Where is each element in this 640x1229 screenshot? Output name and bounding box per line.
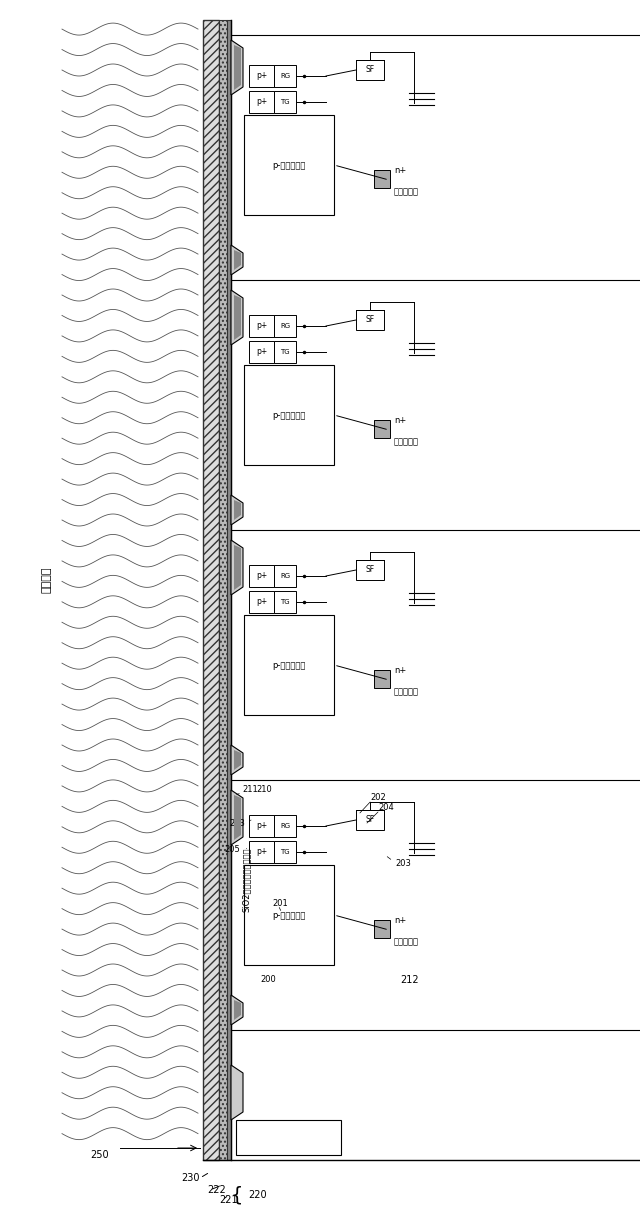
Text: 204: 204: [378, 803, 394, 811]
Bar: [236, 1120, 341, 1155]
Bar: [249, 591, 274, 613]
Polygon shape: [231, 245, 243, 275]
Text: 213: 213: [229, 819, 245, 827]
Text: 250: 250: [91, 1150, 109, 1160]
Bar: [244, 116, 334, 215]
Bar: [244, 614, 334, 715]
Bar: [374, 420, 390, 438]
Text: 210: 210: [256, 785, 272, 794]
Bar: [356, 810, 384, 830]
Text: 205: 205: [224, 846, 240, 854]
Text: ピニング層: ピニング層: [394, 438, 419, 446]
Text: SF: SF: [365, 565, 374, 574]
Polygon shape: [231, 495, 243, 525]
Text: RG: RG: [280, 823, 290, 830]
Polygon shape: [231, 745, 243, 775]
Text: p-ダイオード: p-ダイオード: [272, 660, 306, 670]
Text: 211: 211: [242, 785, 258, 794]
Text: SiO2又はその他の誘電体: SiO2又はその他の誘電体: [242, 848, 251, 912]
Bar: [274, 815, 296, 837]
Text: n+: n+: [394, 166, 406, 175]
Bar: [227, 20, 231, 1160]
Text: 裏面照明: 裏面照明: [42, 567, 52, 594]
Polygon shape: [231, 41, 243, 95]
Text: p+: p+: [256, 821, 267, 831]
Text: 200: 200: [260, 976, 276, 984]
Text: n+: n+: [394, 415, 406, 425]
Text: p-ダイオード: p-ダイオード: [272, 410, 306, 419]
Polygon shape: [231, 1066, 243, 1120]
Text: TG: TG: [280, 849, 290, 855]
Text: 202: 202: [370, 793, 386, 801]
Bar: [356, 60, 384, 80]
Text: 201: 201: [272, 898, 288, 907]
Bar: [244, 865, 334, 965]
Bar: [244, 365, 334, 465]
Bar: [356, 310, 384, 331]
Text: p+: p+: [256, 597, 267, 606]
Text: 222: 222: [207, 1185, 226, 1195]
Text: TG: TG: [280, 100, 290, 104]
Text: 221: 221: [219, 1195, 237, 1204]
Bar: [274, 565, 296, 587]
Bar: [249, 815, 274, 837]
Bar: [356, 560, 384, 580]
Bar: [274, 591, 296, 613]
Text: p+: p+: [256, 71, 267, 81]
Text: p+: p+: [256, 322, 267, 331]
Polygon shape: [234, 750, 241, 771]
Text: SF: SF: [365, 316, 374, 324]
Text: 212: 212: [400, 975, 419, 984]
Text: TG: TG: [280, 349, 290, 355]
Text: p-ダイオード: p-ダイオード: [272, 911, 306, 919]
Text: TG: TG: [280, 599, 290, 605]
Text: SF: SF: [365, 816, 374, 825]
Polygon shape: [234, 1000, 241, 1020]
Polygon shape: [231, 540, 243, 595]
Bar: [274, 315, 296, 337]
Polygon shape: [234, 45, 241, 90]
Text: RG: RG: [280, 573, 290, 579]
Bar: [374, 170, 390, 188]
Text: 230: 230: [180, 1172, 199, 1184]
Bar: [219, 20, 227, 1160]
Polygon shape: [234, 795, 241, 839]
Bar: [274, 91, 296, 113]
Text: ピニング層: ピニング層: [394, 687, 419, 696]
Bar: [374, 921, 390, 938]
Bar: [249, 65, 274, 87]
Bar: [203, 20, 219, 1160]
Polygon shape: [234, 500, 241, 520]
Text: p+: p+: [256, 571, 267, 580]
Text: ピニング層: ピニング層: [394, 936, 419, 946]
Polygon shape: [231, 290, 243, 345]
Bar: [249, 340, 274, 363]
Bar: [249, 315, 274, 337]
Text: p+: p+: [256, 348, 267, 356]
Polygon shape: [234, 249, 241, 270]
Text: ピニング層: ピニング層: [394, 187, 419, 195]
Text: p+: p+: [256, 848, 267, 857]
Text: p-ダイオード: p-ダイオード: [272, 161, 306, 170]
Text: RG: RG: [280, 73, 290, 79]
Bar: [274, 340, 296, 363]
Text: RG: RG: [280, 323, 290, 329]
Polygon shape: [231, 995, 243, 1025]
Text: n+: n+: [394, 666, 406, 675]
Bar: [249, 91, 274, 113]
Text: n+: n+: [394, 916, 406, 925]
Text: SF: SF: [365, 65, 374, 75]
Text: p+: p+: [256, 97, 267, 107]
Text: {: {: [231, 1186, 243, 1204]
Text: 203: 203: [395, 859, 411, 868]
Text: 220: 220: [248, 1190, 267, 1200]
Bar: [249, 565, 274, 587]
Bar: [249, 841, 274, 863]
Bar: [274, 65, 296, 87]
Polygon shape: [234, 295, 241, 340]
Bar: [374, 670, 390, 688]
Polygon shape: [234, 544, 241, 590]
Polygon shape: [231, 790, 243, 846]
Bar: [274, 841, 296, 863]
